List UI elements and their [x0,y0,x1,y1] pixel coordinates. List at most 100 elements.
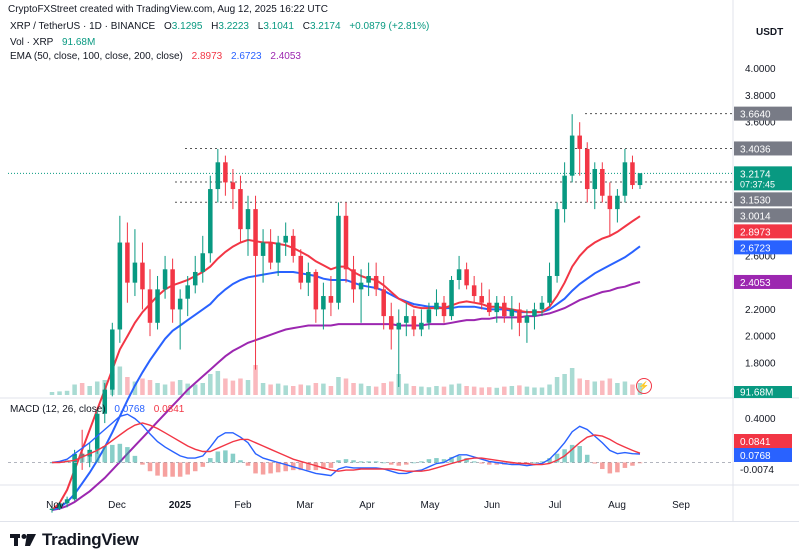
price-badge: 3.4036 [734,141,792,156]
candle-body [192,271,198,286]
symbol-label[interactable]: XRP / TetherUS · 1D · BINANCE [10,21,156,32]
macd-histogram-bar [539,461,545,463]
candle-body [441,302,447,317]
price-tick-label: 3.6000 [745,118,776,129]
volume-bar [547,384,552,395]
price-badge-value: 3.6640 [740,110,771,121]
volume-bar [253,365,258,395]
price-badge-value: 3.4036 [740,144,771,155]
candle-body [411,316,417,330]
volume-bar [449,384,454,395]
time-axis-label: Jun [484,500,500,511]
candle [532,302,537,330]
candle-body [373,275,379,290]
price-tick-label: 1.8000 [745,358,776,369]
volume-bar [373,386,379,395]
macd-histogram-bar [245,462,251,466]
macd-histogram-bar [577,446,582,463]
candle-body [185,285,190,299]
candle [486,289,492,317]
candle [155,275,160,330]
candle [94,409,100,454]
candle-body [177,298,183,310]
candle-body [200,253,206,272]
volume-bar [155,383,160,395]
candle [230,168,236,210]
candle-body [600,168,605,196]
candle-body [275,242,281,263]
macd-badge-value: -0.0074 [740,465,774,476]
chart-canvas[interactable]: 4.00003.80003.60003.40003.20003.00002.80… [0,0,799,521]
tradingview-logo-text: TradingView [42,530,139,549]
macd-histogram-bar [343,459,349,463]
candle-body [637,173,643,186]
open-label: O [164,21,172,32]
volume-bar [245,380,251,395]
candle [132,229,138,297]
volume-bar [426,387,432,395]
candle [117,215,123,343]
ema200-value: 2.4053 [270,51,301,62]
lightning-icon[interactable]: ⚡ [636,378,652,394]
macd-legend[interactable]: MACD (12, 26, close) 0.0768 0.0841 [10,404,184,415]
candle-body [502,302,507,317]
candle-body [238,189,243,230]
price-badge-value: 2.4053 [740,278,771,289]
price-badge-value: 3.0014 [740,211,771,222]
macd-histogram-bar [321,462,326,470]
currency-label[interactable]: USDT [756,27,784,38]
price-badge-bg [734,106,792,121]
candle-body [388,316,394,330]
volume-bar [162,384,168,395]
volume-bar [72,384,77,395]
volume-bar [441,386,447,395]
volume-legend[interactable]: Vol · XRP 91.68M [10,37,95,48]
macd-histogram-bar [147,462,153,472]
volume-bar [419,386,424,395]
volume-bar [140,378,145,395]
candle-body [313,271,319,310]
ema-legend[interactable]: EMA (50, close, 100, close, 200, close) … [10,51,301,62]
volume-bar [275,383,281,395]
time-axis-label: Aug [608,500,626,511]
volume-bar [238,378,243,395]
volume-bar [502,386,507,395]
macd-histogram-bar [622,462,628,468]
price-badge-bg [734,240,792,255]
candle [381,275,386,330]
macd-line [51,413,641,477]
volume-bar [321,383,326,395]
candle [185,275,190,317]
price-tick-label: 2.2000 [745,305,776,316]
volume-bar [328,386,334,395]
candle [404,302,409,337]
macd-histogram-bar [253,462,258,474]
macd-histogram-bar [637,462,643,464]
macd-histogram-bar [373,461,379,463]
volume-bar [170,381,175,395]
price-badge-bg [734,274,792,289]
candle [562,162,567,223]
candle [456,255,462,290]
volume-bar [434,386,439,395]
macd-histogram-bar [600,462,605,470]
candle [200,235,206,283]
price-tick-label: 4.0000 [745,64,776,75]
macd-histogram-bar [569,444,575,463]
tradingview-logo[interactable]: TradingView [10,530,139,550]
volume-bar [268,384,273,395]
candle [49,505,55,513]
macd-histogram-bar [200,462,206,467]
time-axis-label: Nov [46,500,64,511]
candle [494,296,500,323]
macd-badge: -0.0074 [734,462,792,476]
volume-bar [366,386,371,395]
candle [57,501,62,511]
volume-bar [494,387,500,395]
volume-bar [607,378,613,395]
macd-histogram-bar [509,462,515,465]
volume-bar [411,386,417,395]
created-by-text: CryptoFXStreet created with TradingView.… [8,4,328,15]
candle [268,229,273,270]
